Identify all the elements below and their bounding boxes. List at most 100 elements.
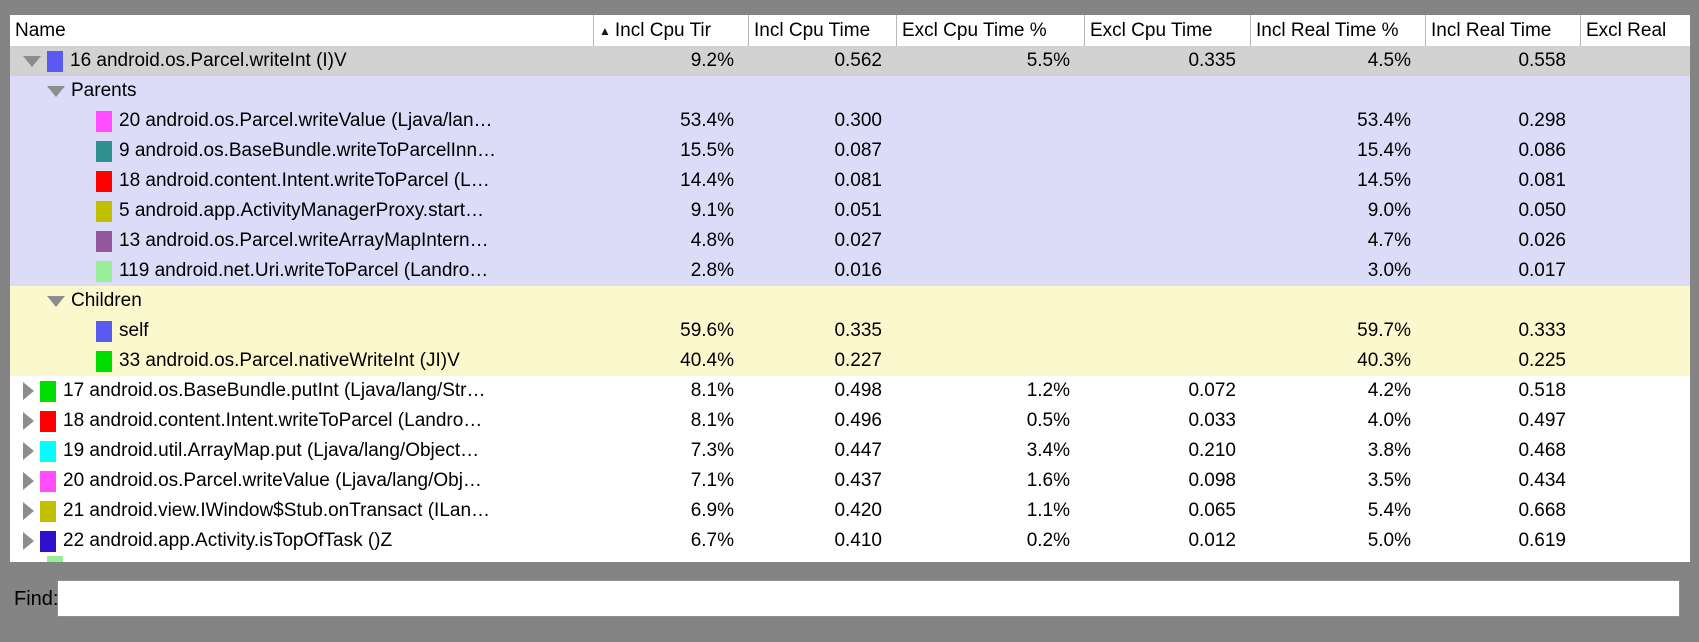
table-row[interactable]: 18 android.content.Intent.writeToParcel … — [10, 406, 1690, 436]
cell-incl-cpu-tir: 9.1% — [690, 200, 734, 221]
method-color-swatch — [96, 350, 112, 372]
cell-excl-cpu-time — [1084, 346, 1250, 376]
cell-name: 21 android.view.IWindow$Stub.onTransact … — [10, 496, 593, 526]
method-name: 22 android.app.Activity.isTopOfTask ()Z — [63, 530, 393, 551]
table-row[interactable]: self 59.6% 0.335 59.7% 0.333 — [10, 316, 1690, 346]
cell-excl-cpu-time — [896, 226, 1084, 256]
cell-excl-cpu-time — [896, 106, 1084, 136]
cell-incl-cpu-time: 0.027 — [834, 230, 882, 251]
table-row[interactable]: 22 android.app.Activity.isTopOfTask ()Z 6… — [10, 526, 1690, 556]
cell-incl-cpu-time: 0.227 — [834, 350, 882, 371]
column-header-name[interactable]: Name — [10, 15, 593, 46]
cell-incl-real-time: 3.5% — [1367, 470, 1411, 491]
cell-excl-cpu-time: 0.5% — [1026, 410, 1070, 431]
column-header-label: Name — [15, 19, 66, 41]
cell-excl-cpu-time: 0.012 — [1188, 530, 1236, 551]
collapse-arrow-icon[interactable] — [47, 295, 65, 307]
column-header-excl-real[interactable]: Excl Real — [1580, 15, 1690, 46]
cell-excl-cpu-time — [896, 196, 1084, 226]
expand-arrow-icon[interactable] — [23, 502, 34, 520]
cell-incl-cpu-time: 0.420 — [834, 500, 882, 521]
column-header-label: Incl Cpu Time — [754, 19, 871, 41]
table-row[interactable]: 21 android.view.IWindow$Stub.onTransact … — [10, 496, 1690, 526]
cell-excl-cpu-time: 0.335 — [1188, 50, 1236, 71]
table-row[interactable]: 17 android.os.BaseBundle.putInt (Ljava/l… — [10, 376, 1690, 406]
cell-excl-cpu-time: 1.2% — [1026, 380, 1070, 401]
table-row[interactable]: Children — [10, 286, 1690, 316]
table-row[interactable]: 18 android.content.Intent.writeToParcel … — [10, 166, 1690, 196]
cell-name: 18 android.content.Intent.writeToParcel … — [10, 406, 593, 436]
cell-incl-real-time: 14.5% — [1357, 170, 1411, 191]
cell-incl-real-time: 0.026 — [1518, 230, 1566, 251]
find-label: Find: — [14, 588, 59, 610]
cell-incl-cpu-time: 0.410 — [834, 530, 882, 551]
cell-incl-real-time: 0.298 — [1518, 110, 1566, 131]
table-row-partial[interactable] — [10, 556, 1690, 562]
cell-excl-cpu-time — [896, 136, 1084, 166]
cell-name: 9 android.os.BaseBundle.writeToParcelInn… — [10, 136, 593, 166]
method-color-swatch — [96, 200, 112, 222]
collapse-arrow-icon[interactable] — [23, 55, 41, 67]
table-row[interactable]: 9 android.os.BaseBundle.writeToParcelInn… — [10, 136, 1690, 166]
cell-excl-cpu-time: 0.098 — [1188, 470, 1236, 491]
expand-arrow-icon[interactable] — [23, 382, 34, 400]
column-header-incl-real-time[interactable]: Incl Real Time — [1425, 15, 1580, 46]
cell-incl-real-time: 0.619 — [1518, 530, 1566, 551]
method-color-swatch — [96, 230, 112, 252]
collapse-arrow-icon[interactable] — [47, 85, 65, 97]
table-row[interactable]: 20 android.os.Parcel.writeValue (Ljava/l… — [10, 106, 1690, 136]
cell-excl-real — [1580, 226, 1690, 256]
expand-arrow-icon[interactable] — [23, 412, 34, 430]
method-color-swatch — [47, 50, 63, 72]
cell-excl-cpu-time — [1084, 76, 1250, 106]
table-row[interactable]: 33 android.os.Parcel.nativeWriteInt (JI)… — [10, 346, 1690, 376]
method-color-swatch — [40, 380, 56, 402]
expand-arrow-icon[interactable] — [23, 442, 34, 460]
cell-incl-cpu-tir: 7.1% — [690, 470, 734, 491]
cell-incl-real-time: 5.0% — [1367, 530, 1411, 551]
cell-incl-real-time: 3.8% — [1367, 440, 1411, 461]
column-header-excl-cpu-time[interactable]: Excl Cpu Time % — [896, 15, 1084, 46]
cell-incl-real-time: 15.4% — [1357, 140, 1411, 161]
cell-name: self — [10, 316, 593, 346]
cell-name: 13 android.os.Parcel.writeArrayMapIntern… — [10, 226, 593, 256]
cell-incl-cpu-tir — [593, 286, 748, 316]
column-header-label: Excl Cpu Time % — [902, 19, 1047, 41]
cell-excl-real — [1580, 166, 1690, 196]
column-header-incl-cpu-tir[interactable]: ▲ Incl Cpu Tir — [593, 15, 748, 46]
expand-arrow-icon[interactable] — [23, 472, 34, 490]
table-row[interactable]: 19 android.util.ArrayMap.put (Ljava/lang… — [10, 436, 1690, 466]
cell-name: 33 android.os.Parcel.nativeWriteInt (JI)… — [10, 346, 593, 376]
table-row[interactable]: Parents — [10, 76, 1690, 106]
table-body: 16 android.os.Parcel.writeInt (I)V 9.2% 0.… — [10, 46, 1690, 556]
method-name: 16 android.os.Parcel.writeInt (I)V — [70, 50, 347, 71]
cell-incl-cpu-tir: 7.3% — [690, 440, 734, 461]
cell-incl-cpu-tir: 6.9% — [690, 500, 734, 521]
table-row[interactable]: 5 android.app.ActivityManagerProxy.start… — [10, 196, 1690, 226]
cell-excl-cpu-time — [896, 286, 1084, 316]
method-name: self — [119, 320, 149, 341]
cell-incl-cpu-tir: 59.6% — [680, 320, 734, 341]
column-header-excl-cpu-time[interactable]: Excl Cpu Time — [1084, 15, 1250, 46]
table-row[interactable]: 13 android.os.Parcel.writeArrayMapIntern… — [10, 226, 1690, 256]
cell-incl-real-time: 4.7% — [1367, 230, 1411, 251]
cell-incl-cpu-time: 0.437 — [834, 470, 882, 491]
column-header-incl-cpu-time[interactable]: Incl Cpu Time — [748, 15, 896, 46]
cell-excl-cpu-time: 3.4% — [1026, 440, 1070, 461]
table-row[interactable]: 20 android.os.Parcel.writeValue (Ljava/l… — [10, 466, 1690, 496]
cell-incl-cpu-tir: 40.4% — [680, 350, 734, 371]
cell-incl-real-time: 0.017 — [1518, 260, 1566, 281]
table-row-selected[interactable]: 16 android.os.Parcel.writeInt (I)V 9.2% 0.… — [10, 46, 1690, 76]
method-name: 17 android.os.BaseBundle.putInt (Ljava/l… — [63, 380, 486, 401]
cell-incl-real-time: 40.3% — [1357, 350, 1411, 371]
cell-excl-cpu-time — [896, 316, 1084, 346]
cell-incl-real-time: 3.0% — [1367, 260, 1411, 281]
table-row[interactable]: 119 android.net.Uri.writeToParcel (Landr… — [10, 256, 1690, 286]
cell-excl-cpu-time — [896, 76, 1084, 106]
cell-excl-real — [1580, 136, 1690, 166]
expand-arrow-icon[interactable] — [23, 532, 34, 550]
column-header-incl-real-time[interactable]: Incl Real Time % — [1250, 15, 1425, 46]
cell-excl-cpu-time: 5.5% — [1026, 50, 1070, 71]
cell-name: Children — [10, 286, 593, 316]
find-input[interactable] — [57, 580, 1680, 617]
